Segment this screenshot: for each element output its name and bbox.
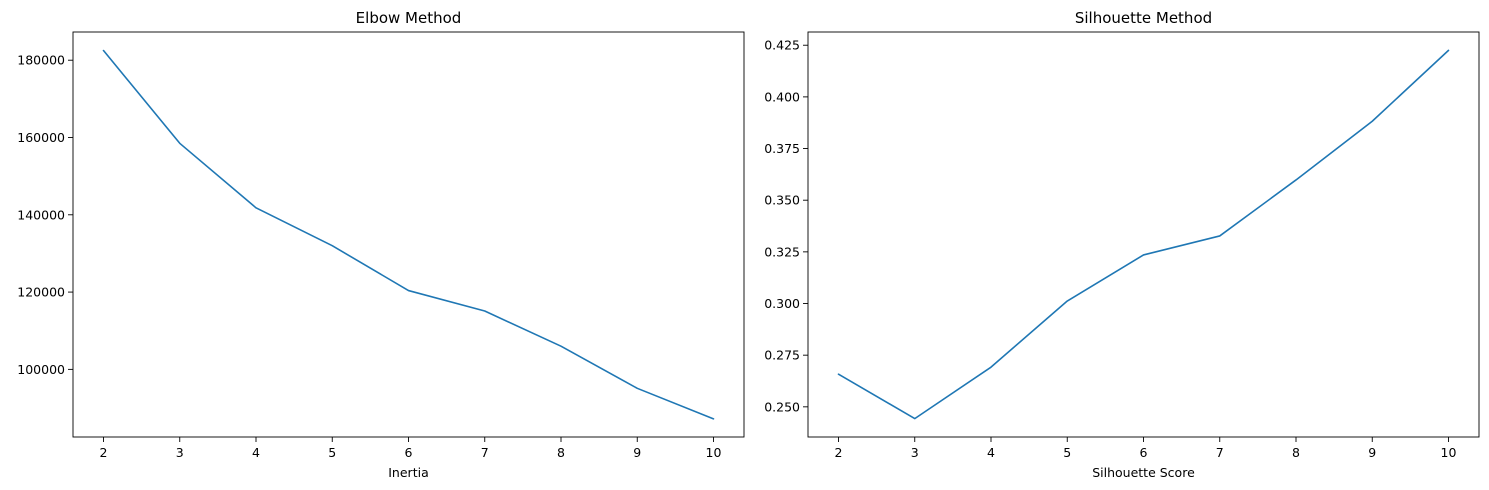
y-tick-label: 180000 xyxy=(17,53,65,68)
x-axis-label: Silhouette Score xyxy=(1092,465,1195,480)
x-tick-label: 2 xyxy=(835,445,843,460)
axis-ticks: 2 3 4 5 6 7 8 9 10 0.250 0.275 0.300 0.325 0.350 0.375… xyxy=(764,38,1456,460)
y-tick-label: 140000 xyxy=(17,207,65,222)
y-tick-label: 0.250 xyxy=(764,399,800,414)
x-tick-label: 3 xyxy=(911,445,919,460)
y-tick-label: 120000 xyxy=(17,285,65,300)
series-line xyxy=(102,49,715,420)
y-tick-label: 0.325 xyxy=(764,244,800,259)
chart-title: Elbow Method xyxy=(356,9,462,27)
x-tick-label: 4 xyxy=(987,445,995,460)
chart-title: Silhouette Method xyxy=(1075,9,1212,27)
y-tick-label: 0.375 xyxy=(764,141,800,156)
series-line xyxy=(837,49,1450,420)
y-tick-label: 0.425 xyxy=(764,38,800,53)
y-tick-label: 160000 xyxy=(17,130,65,145)
x-tick-label: 5 xyxy=(1063,445,1071,460)
x-tick-label: 8 xyxy=(557,445,565,460)
x-tick-label: 9 xyxy=(1368,445,1376,460)
silhouette-chart: Silhouette Method Silhouette Score 2 3 4 5 6… xyxy=(764,9,1480,480)
y-tick-label: 100000 xyxy=(17,362,65,377)
x-tick-label: 2 xyxy=(100,445,108,460)
x-tick-label: 3 xyxy=(176,445,184,460)
x-tick-label: 7 xyxy=(481,445,489,460)
x-tick-label: 10 xyxy=(1441,445,1457,460)
x-tick-label: 8 xyxy=(1292,445,1300,460)
x-tick-label: 9 xyxy=(633,445,641,460)
y-tick-label: 0.300 xyxy=(764,296,800,311)
x-tick-label: 10 xyxy=(706,445,722,460)
series-group xyxy=(837,49,1450,420)
x-tick-label: 7 xyxy=(1216,445,1224,460)
y-tick-label: 0.400 xyxy=(764,89,800,104)
plot-area-frame xyxy=(72,31,745,438)
series-group xyxy=(102,49,715,420)
x-tick-label: 5 xyxy=(328,445,336,460)
elbow-chart: Elbow Method Inertia 2 3 4 5 6 7 8 9 10 100000 120… xyxy=(17,9,745,480)
x-tick-label: 6 xyxy=(1140,445,1148,460)
y-tick-label: 0.275 xyxy=(764,348,800,363)
plot-area-frame xyxy=(807,31,1480,438)
x-tick-label: 6 xyxy=(405,445,413,460)
axis-ticks: 2 3 4 5 6 7 8 9 10 100000 120000 140000 160000 180000 xyxy=(17,53,721,460)
x-axis-label: Inertia xyxy=(388,465,428,480)
y-tick-label: 0.350 xyxy=(764,193,800,208)
x-tick-label: 4 xyxy=(252,445,260,460)
